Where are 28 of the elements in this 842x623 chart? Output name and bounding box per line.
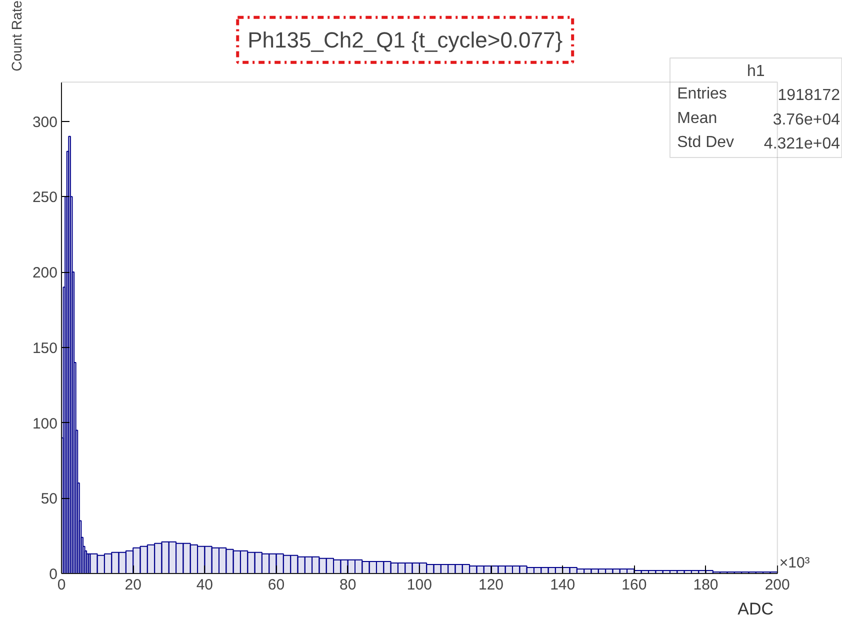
x-tick-label: 100	[406, 576, 432, 594]
x-tick-label: 200	[764, 576, 790, 594]
y-axis-title: Count Rate	[8, 0, 24, 72]
x-tick-label: 160	[622, 576, 647, 594]
annotation: Std Dev	[677, 134, 734, 151]
x-tick-label: 120	[478, 576, 504, 594]
chart-title: Ph135_Ch2_Q1 {t_cycle>0.077}	[248, 27, 563, 52]
x-tick-label: 80	[340, 576, 356, 594]
y-tick-label: 300	[32, 114, 58, 131]
y-tick-label: 150	[32, 340, 58, 357]
x-tick-label: 20	[124, 576, 142, 594]
text: h1	[746, 63, 765, 80]
text: 1918172	[778, 87, 840, 104]
annotation: Mean	[677, 110, 718, 127]
x-tick-label: 60	[268, 576, 285, 594]
y-tick-label: 250	[32, 189, 58, 206]
x-axis-title: ADC	[738, 600, 774, 618]
x-tick-label: 40	[196, 576, 214, 594]
annotation: 4.321e+04	[764, 135, 840, 152]
y-tick-label: 200	[32, 264, 58, 282]
y-tick-label: 0	[49, 566, 58, 583]
y-tick-label: 100	[32, 415, 58, 432]
annotation: 3.76e+04	[772, 111, 840, 128]
x-tick-label: 180	[693, 576, 718, 594]
text: ×10³	[779, 554, 810, 572]
annotation: Entries	[677, 86, 727, 103]
x-tick-label: 140	[550, 576, 576, 594]
y-tick-label: 50	[40, 490, 58, 508]
